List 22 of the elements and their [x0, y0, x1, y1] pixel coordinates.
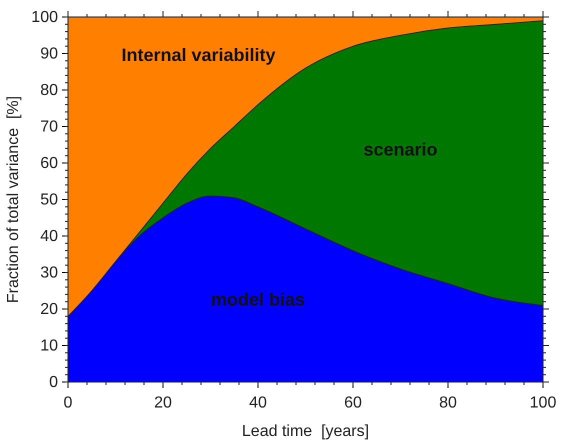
y-tick-label: 70: [40, 118, 58, 136]
y-tick-label: 80: [40, 82, 58, 100]
x-axis-title: Lead time [years]: [242, 423, 370, 440]
y-tick-label: 50: [40, 192, 58, 209]
y-tick-label: 90: [40, 46, 58, 63]
series-label: model bias: [210, 289, 306, 310]
y-tick-label: 20: [40, 301, 58, 318]
y-tick-label: 30: [40, 264, 58, 282]
x-tick-label: 60: [344, 394, 362, 412]
y-tick-label: 60: [40, 155, 58, 172]
series-label: Internal variability: [122, 44, 276, 65]
y-tick-label: 10: [40, 338, 58, 355]
y-tick-label: 0: [49, 374, 58, 392]
x-tick-label: 0: [64, 394, 73, 412]
y-tick-label: 40: [40, 228, 58, 246]
x-tick-label: 100: [530, 394, 556, 412]
x-tick-label: 40: [249, 394, 267, 412]
y-axis-title: Fraction of total variance [%]: [5, 96, 22, 304]
x-tick-label: 80: [439, 394, 457, 412]
x-tick-label: 20: [154, 394, 172, 412]
series-label: scenario: [363, 140, 438, 160]
y-tick-label: 100: [31, 9, 58, 26]
